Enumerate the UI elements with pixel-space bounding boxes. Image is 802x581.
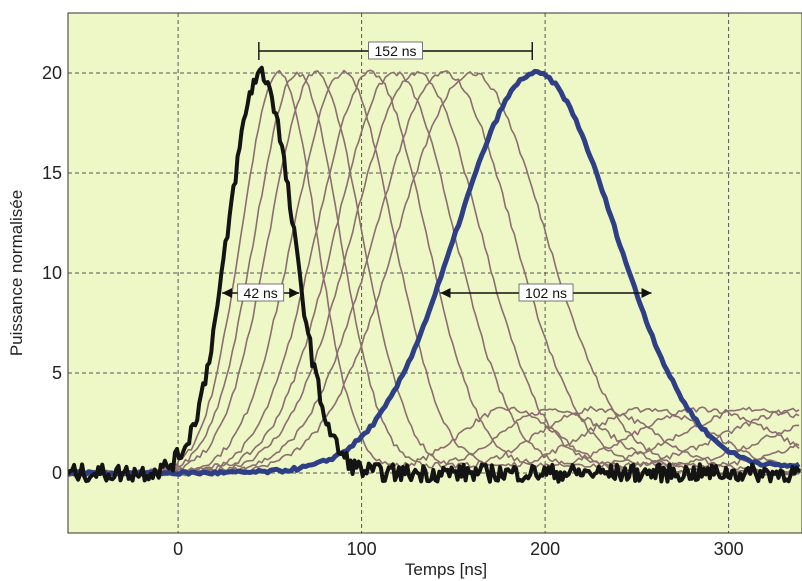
annotation-arrowhead <box>440 288 451 298</box>
annotation-label-box <box>237 283 285 302</box>
annotation-label: 152 ns <box>375 43 417 59</box>
annotation-label-box <box>518 283 574 302</box>
annotation-label: 42 ns <box>244 285 278 301</box>
x-tick-label: 0 <box>173 539 183 559</box>
y-tick-label: 5 <box>52 363 62 383</box>
x-tick-label: 200 <box>530 539 560 559</box>
y-tick-label: 20 <box>42 63 62 83</box>
y-axis-title: Puissance normalisée <box>7 190 26 356</box>
pulse-curve-input <box>68 65 801 484</box>
x-axis-title: Temps [ns] <box>405 560 487 579</box>
y-tick-label: 15 <box>42 163 62 183</box>
annotation-label-box <box>368 41 423 60</box>
pulse-curve-intermediate <box>68 69 800 477</box>
pulse-curve-intermediate <box>68 71 800 477</box>
annotation-arrowhead <box>289 288 300 298</box>
y-tick-labels: 0 5 10 15 20 <box>42 63 62 483</box>
x-tick-labels: 0 100 200 300 <box>173 539 744 559</box>
x-tick-label: 100 <box>347 539 377 559</box>
y-tick-label: 10 <box>42 263 62 283</box>
plot-frame <box>67 12 802 534</box>
pulse-curve-intermediate <box>68 69 800 477</box>
annotation-2: 102 ns <box>440 283 652 302</box>
annotation-label: 102 ns <box>525 285 567 301</box>
pulse-curve-intermediate <box>68 70 800 477</box>
annotation-arrowhead <box>222 288 233 298</box>
annotation-arrowhead <box>641 288 652 298</box>
curves <box>68 65 801 484</box>
annotation-1: 42 ns <box>222 283 300 302</box>
x-tick-label: 300 <box>714 539 744 559</box>
pulse-curve-output <box>68 68 801 478</box>
y-tick-label: 0 <box>52 463 62 483</box>
annotations: 152 ns 42 ns 102 ns <box>222 41 652 302</box>
annotation-0: 152 ns <box>258 41 533 60</box>
